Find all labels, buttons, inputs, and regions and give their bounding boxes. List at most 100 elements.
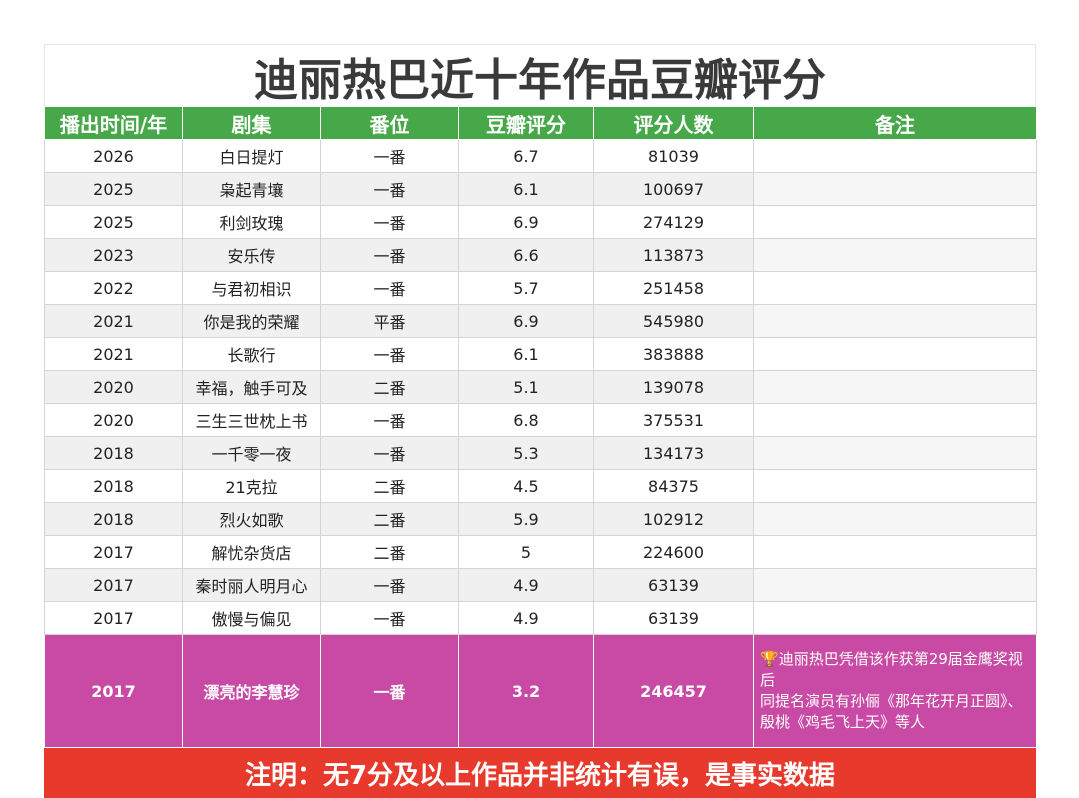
cell-year: 2026 — [44, 139, 183, 173]
cell-note — [753, 403, 1037, 437]
cell-votes: 134173 — [593, 436, 754, 470]
cell-score: 6.8 — [458, 403, 594, 437]
table-row: 2018 一千零一夜 一番 5.3 134173 — [44, 436, 1037, 470]
table-row: 2022 与君初相识 一番 5.7 251458 — [44, 271, 1037, 305]
cell-votes: 81039 — [593, 139, 754, 173]
table-row: 2021 长歌行 一番 6.1 383888 — [44, 337, 1037, 371]
cell-votes: 113873 — [593, 238, 754, 272]
cell-votes: 63139 — [593, 568, 754, 602]
trophy-icon: 🏆 — [760, 650, 779, 668]
cell-drama: 长歌行 — [182, 337, 321, 371]
cell-score: 6.6 — [458, 238, 594, 272]
cell-note — [753, 436, 1037, 470]
cell-score: 4.9 — [458, 568, 594, 602]
highlight-row: 2017 漂亮的李慧珍 一番 3.2 246457 🏆迪丽热巴凭借该作获第29届… — [44, 634, 1037, 748]
cell-note — [753, 502, 1037, 536]
cell-billing: 二番 — [320, 535, 459, 569]
cell-drama: 一千零一夜 — [182, 436, 321, 470]
cell-year: 2017 — [44, 568, 183, 602]
cell-score: 3.2 — [458, 634, 594, 748]
cell-drama: 安乐传 — [182, 238, 321, 272]
cell-note — [753, 172, 1037, 206]
cell-drama: 利剑玫瑰 — [182, 205, 321, 239]
cell-drama: 秦时丽人明月心 — [182, 568, 321, 602]
table-row: 2017 秦时丽人明月心 一番 4.9 63139 — [44, 568, 1037, 602]
cell-drama: 解忧杂货店 — [182, 535, 321, 569]
cell-votes: 224600 — [593, 535, 754, 569]
cell-score: 6.9 — [458, 304, 594, 338]
table-row: 2017 傲慢与偏见 一番 4.9 63139 — [44, 601, 1037, 635]
cell-year: 2017 — [44, 535, 183, 569]
cell-year: 2021 — [44, 304, 183, 338]
cell-score: 5 — [458, 535, 594, 569]
cell-billing: 二番 — [320, 502, 459, 536]
cell-votes: 102912 — [593, 502, 754, 536]
cell-note — [753, 535, 1037, 569]
cell-votes: 383888 — [593, 337, 754, 371]
cell-billing: 一番 — [320, 238, 459, 272]
cell-note — [753, 139, 1037, 173]
cell-note — [753, 568, 1037, 602]
cell-score: 5.3 — [458, 436, 594, 470]
cell-drama: 幸福，触手可及 — [182, 370, 321, 404]
cell-drama: 与君初相识 — [182, 271, 321, 305]
cell-billing: 一番 — [320, 337, 459, 371]
table-row: 2025 利剑玫瑰 一番 6.9 274129 — [44, 205, 1037, 239]
cell-billing: 二番 — [320, 370, 459, 404]
cell-drama: 枭起青壤 — [182, 172, 321, 206]
cell-year: 2020 — [44, 403, 183, 437]
cell-note — [753, 370, 1037, 404]
cell-votes: 251458 — [593, 271, 754, 305]
cell-score: 6.1 — [458, 172, 594, 206]
cell-year: 2025 — [44, 172, 183, 206]
cell-year: 2018 — [44, 436, 183, 470]
cell-billing: 一番 — [320, 271, 459, 305]
table-row: 2020 幸福，触手可及 二番 5.1 139078 — [44, 370, 1037, 404]
cell-note — [753, 271, 1037, 305]
table-row: 2017 解忧杂货店 二番 5 224600 — [44, 535, 1037, 569]
cell-billing: 一番 — [320, 568, 459, 602]
cell-billing: 二番 — [320, 469, 459, 503]
cell-year: 2021 — [44, 337, 183, 371]
cell-billing: 一番 — [320, 172, 459, 206]
cell-votes: 63139 — [593, 601, 754, 635]
cell-billing: 一番 — [320, 634, 459, 748]
cell-drama: 傲慢与偏见 — [182, 601, 321, 635]
cell-year: 2017 — [44, 634, 183, 748]
cell-votes: 274129 — [593, 205, 754, 239]
header-drama: 剧集 — [182, 106, 321, 140]
cell-billing: 一番 — [320, 403, 459, 437]
cell-year: 2020 — [44, 370, 183, 404]
table-row: 2018 烈火如歌 二番 5.9 102912 — [44, 502, 1037, 536]
cell-year: 2017 — [44, 601, 183, 635]
cell-score: 6.1 — [458, 337, 594, 371]
table-row: 2021 你是我的荣耀 平番 6.9 545980 — [44, 304, 1037, 338]
cell-year: 2023 — [44, 238, 183, 272]
cell-drama: 你是我的荣耀 — [182, 304, 321, 338]
cell-note — [753, 205, 1037, 239]
cell-score: 4.5 — [458, 469, 594, 503]
header-note: 备注 — [753, 106, 1037, 140]
ratings-sheet: 迪丽热巴近十年作品豆瓣评分 播出时间/年 剧集 番位 豆瓣评分 评分人数 备注 … — [44, 44, 1037, 798]
header-year: 播出时间/年 — [44, 106, 183, 140]
table-row: 2018 21克拉 二番 4.5 84375 — [44, 469, 1037, 503]
header-votes: 评分人数 — [593, 106, 754, 140]
cell-year: 2025 — [44, 205, 183, 239]
cell-drama: 三生三世枕上书 — [182, 403, 321, 437]
cell-votes: 100697 — [593, 172, 754, 206]
note-text: 迪丽热巴凭借该作获第29届金鹰奖视后 同提名演员有孙俪《那年花开月正圆》、殷桃《… — [760, 650, 1023, 731]
cell-score: 6.7 — [458, 139, 594, 173]
cell-votes: 246457 — [593, 634, 754, 748]
table-row: 2025 枭起青壤 一番 6.1 100697 — [44, 172, 1037, 206]
cell-drama: 21克拉 — [182, 469, 321, 503]
table-header-row: 播出时间/年 剧集 番位 豆瓣评分 评分人数 备注 — [44, 106, 1037, 140]
cell-billing: 平番 — [320, 304, 459, 338]
header-billing: 番位 — [320, 106, 459, 140]
cell-score: 5.1 — [458, 370, 594, 404]
cell-note: 🏆迪丽热巴凭借该作获第29届金鹰奖视后 同提名演员有孙俪《那年花开月正圆》、殷桃… — [753, 634, 1037, 748]
header-score: 豆瓣评分 — [458, 106, 594, 140]
table-row: 2020 三生三世枕上书 一番 6.8 375531 — [44, 403, 1037, 437]
cell-billing: 一番 — [320, 205, 459, 239]
cell-billing: 一番 — [320, 601, 459, 635]
table-row: 2023 安乐传 一番 6.6 113873 — [44, 238, 1037, 272]
